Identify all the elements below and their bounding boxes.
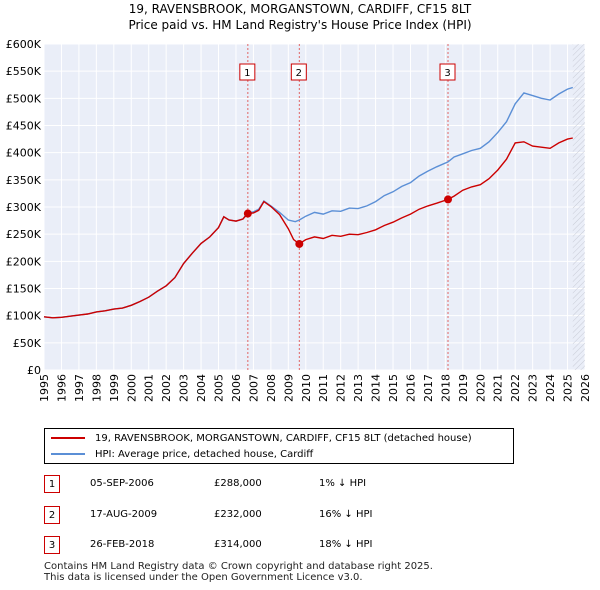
x-tick-label: 1995	[38, 374, 51, 402]
x-tick-label: 1999	[108, 374, 121, 402]
y-tick-label: £200K	[6, 255, 42, 268]
y-tick-label: £400K	[6, 147, 42, 160]
x-tick-label: 2009	[282, 374, 295, 402]
x-tick-label: 2005	[213, 374, 226, 402]
x-tick-label: 2017	[422, 374, 435, 402]
x-tick-label: 2010	[300, 374, 313, 402]
x-tick-label: 1997	[73, 374, 86, 402]
transaction-hpi-diff: 18% ↓ HPI	[319, 539, 373, 550]
x-tick-label: 2013	[352, 374, 365, 402]
transaction-row: 2 17-AUG-2009 £232,000 16% ↓ HPI	[44, 506, 584, 524]
x-tick-label: 2004	[195, 374, 208, 402]
x-tick-label: 2019	[457, 374, 470, 402]
x-tick-label: 2014	[370, 374, 383, 402]
future-hatch	[572, 44, 585, 370]
y-tick-label: £550K	[6, 65, 42, 78]
sale-label-box	[239, 63, 256, 81]
x-tick-label: 2012	[335, 374, 348, 402]
chart-title-line-2: Price paid vs. HM Land Registry's House …	[128, 18, 472, 32]
chart-title-line-1: 19, RAVENSBROOK, MORGANSTOWN, CARDIFF, C…	[128, 2, 472, 16]
transaction-price: £314,000	[214, 539, 262, 550]
transaction-date: 05-SEP-2006	[90, 478, 154, 489]
sale-point	[444, 195, 453, 204]
legend-blue-line	[51, 453, 85, 455]
x-tick-label: 1998	[90, 374, 103, 402]
transaction-number: 1	[44, 475, 60, 493]
transaction-row: 1 05-SEP-2006 £288,000 1% ↓ HPI	[44, 475, 584, 493]
x-tick-label: 2025	[562, 374, 575, 402]
x-tick-label: 2002	[160, 374, 173, 402]
y-tick-label: £350K	[6, 174, 42, 187]
y-tick-label: £300K	[6, 201, 42, 214]
x-tick-label: 2006	[230, 374, 243, 402]
x-tick-label: 2011	[317, 374, 330, 402]
x-tick-label: 2018	[439, 374, 452, 402]
transaction-date: 17-AUG-2009	[90, 509, 158, 520]
y-tick-label: £50K	[13, 337, 42, 350]
legend-hpi-label: HPI: Average price, detached house, Card…	[95, 448, 314, 460]
x-tick-label: 2022	[509, 374, 522, 402]
sale-point	[243, 209, 252, 218]
sale-label-box	[290, 63, 307, 81]
transaction-row: 3 26-FEB-2018 £314,000 18% ↓ HPI	[44, 536, 584, 554]
legend: 19, RAVENSBROOK, MORGANSTOWN, CARDIFF, C…	[44, 428, 514, 464]
x-tick-label: 2021	[492, 374, 505, 402]
legend-item-property: 19, RAVENSBROOK, MORGANSTOWN, CARDIFF, C…	[51, 431, 472, 445]
x-tick-label: 2003	[178, 374, 191, 402]
x-tick-label: 2008	[265, 374, 278, 402]
transaction-hpi-diff: 16% ↓ HPI	[319, 509, 373, 520]
legend-item-hpi: HPI: Average price, detached house, Card…	[51, 447, 313, 461]
legend-red-line	[51, 437, 85, 439]
sale-label-number: 2	[296, 68, 302, 79]
y-tick-label: £600K	[6, 38, 42, 51]
y-tick-label: £100K	[6, 310, 42, 323]
footer-copyright: Contains HM Land Registry data © Crown c…	[44, 561, 433, 572]
transaction-number: 3	[44, 536, 60, 554]
sale-point	[295, 239, 304, 248]
transaction-price: £288,000	[214, 478, 262, 489]
transaction-date: 26-FEB-2018	[90, 539, 155, 550]
x-tick-label: 2016	[404, 374, 417, 402]
x-tick-label: 2026	[579, 374, 592, 402]
transaction-hpi-diff: 1% ↓ HPI	[319, 478, 367, 489]
footer-licence: This data is licensed under the Open Gov…	[44, 572, 363, 583]
y-tick-label: £450K	[6, 120, 42, 133]
sale-label-number: 3	[444, 68, 450, 79]
x-tick-label: 2023	[527, 374, 540, 402]
y-tick-label: £250K	[6, 228, 42, 241]
transaction-number: 2	[44, 506, 60, 524]
x-tick-label: 2007	[247, 374, 260, 402]
transaction-price: £232,000	[214, 509, 262, 520]
sale-label-box	[439, 63, 456, 81]
x-tick-label: 1996	[55, 374, 68, 402]
x-tick-label: 2001	[143, 374, 156, 402]
y-tick-label: £0	[27, 364, 41, 377]
y-tick-label: £150K	[6, 283, 42, 296]
x-tick-label: 2015	[387, 374, 400, 402]
y-tick-label: £500K	[6, 92, 42, 105]
sale-label-number: 1	[244, 68, 250, 79]
x-tick-label: 2020	[474, 374, 487, 402]
price-chart: £0 £50K £100K £150K £200K £250K £300K £350K £400…	[6, 38, 592, 402]
legend-property-label: 19, RAVENSBROOK, MORGANSTOWN, CARDIFF, C…	[95, 432, 472, 444]
x-tick-label: 2000	[125, 374, 138, 402]
x-tick-label: 2024	[544, 374, 557, 402]
